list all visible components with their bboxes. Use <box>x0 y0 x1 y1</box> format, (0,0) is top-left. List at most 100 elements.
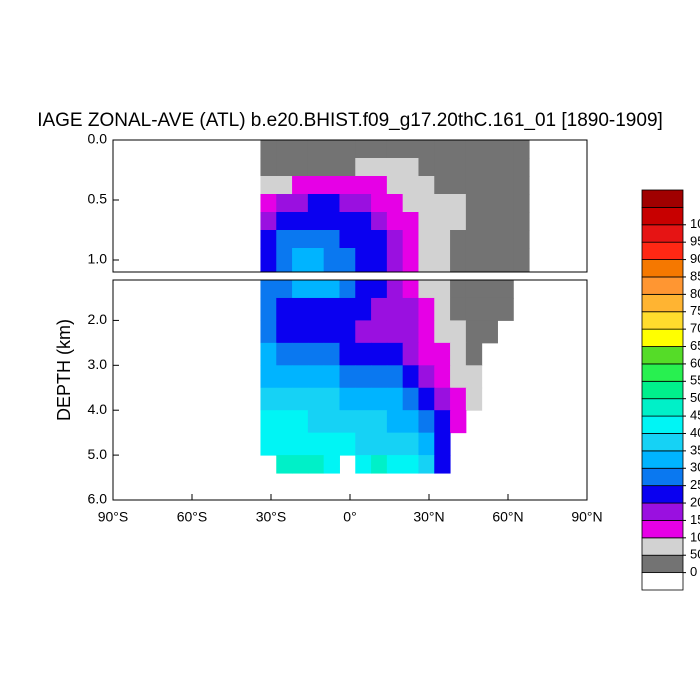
contour-cell <box>450 230 467 249</box>
contour-cell <box>402 158 419 177</box>
contour-cell <box>450 140 467 159</box>
contour-cell <box>371 230 388 249</box>
contour-cell <box>292 320 309 344</box>
contour-cell <box>323 212 340 231</box>
contour-cell <box>355 455 372 474</box>
y-tick-label: 2.0 <box>88 311 108 327</box>
colorbar-box <box>641 467 684 487</box>
contour-cell <box>260 280 277 299</box>
contour-cell <box>434 410 451 434</box>
contour-cell <box>481 297 498 321</box>
contour-cell <box>323 176 340 195</box>
contour-cell <box>339 432 356 456</box>
contour-cell <box>339 342 356 366</box>
contour-cell <box>450 387 467 411</box>
colorbar-box <box>641 276 684 295</box>
contour-cell <box>481 158 498 177</box>
contour-cell <box>292 455 309 474</box>
contour-cell <box>465 297 483 321</box>
contour-cell <box>371 297 388 321</box>
contour-cell <box>418 248 435 273</box>
contour-cell <box>276 140 293 159</box>
contour-cell <box>276 158 293 177</box>
contour-cell <box>371 212 388 231</box>
contour-cell <box>386 230 404 249</box>
contour-cell <box>260 365 277 389</box>
contour-cell <box>276 280 293 299</box>
colorbar-box <box>641 415 684 434</box>
x-tick-label: 0° <box>343 509 356 525</box>
contour-cell <box>513 158 530 177</box>
contour-cell <box>339 320 356 344</box>
contour-cell <box>402 280 419 299</box>
contour-cell <box>481 280 498 299</box>
contour-cell <box>339 176 356 195</box>
contour-cell <box>418 158 435 177</box>
contour-cell <box>450 342 467 366</box>
contour-cell <box>418 297 435 321</box>
contour-cell <box>307 248 325 273</box>
colorbar-box <box>641 485 684 504</box>
contour-cell <box>465 194 483 213</box>
colorbar-box <box>641 520 684 539</box>
contour-cell <box>276 212 293 231</box>
contour-cell <box>292 365 309 389</box>
y-tick-label: 4.0 <box>88 401 108 417</box>
contour-cell <box>260 230 277 249</box>
contour-cell <box>355 230 372 249</box>
contour-cell <box>339 230 356 249</box>
contour-cell <box>418 410 435 434</box>
contour-cell <box>260 432 277 456</box>
chart-title: IAGE ZONAL-AVE (ATL) b.e20.BHIST.f09_g17… <box>37 110 663 131</box>
contour-cell <box>323 387 340 411</box>
contour-cell <box>292 230 309 249</box>
contour-cell <box>481 212 498 231</box>
contour-cell <box>323 280 340 299</box>
y-tick-label: 3.0 <box>88 356 108 372</box>
contour-cell <box>323 320 340 344</box>
contour-cell <box>323 194 340 213</box>
colorbar-label: 0 <box>690 564 697 579</box>
contour-cell <box>339 248 356 273</box>
contour-cell <box>481 140 498 159</box>
contour-cell <box>307 176 325 195</box>
contour-cell <box>450 194 467 213</box>
contour-cell <box>355 387 372 411</box>
colorbar-box <box>641 502 684 521</box>
contour-cell <box>497 230 514 249</box>
contour-cell <box>355 365 372 389</box>
contour-cell <box>307 320 325 344</box>
contour-cell <box>260 297 277 321</box>
contour-cell <box>371 432 388 456</box>
contour-cell <box>513 194 530 213</box>
contour-cell <box>307 455 325 474</box>
contour-cell <box>418 280 435 299</box>
contour-cell <box>497 280 514 299</box>
contour-cell <box>307 140 325 159</box>
contour-cell <box>402 230 419 249</box>
contour-cell <box>434 176 451 195</box>
contour-cell <box>371 280 388 299</box>
contour-cell <box>292 158 309 177</box>
contour-cell <box>260 194 277 213</box>
x-tick-label: 30°N <box>413 509 444 525</box>
contour-cell <box>355 410 372 434</box>
contour-cell <box>513 230 530 249</box>
contour-cell <box>260 342 277 366</box>
contour-cell <box>434 432 451 456</box>
colorbar-label: 1000 <box>690 216 700 231</box>
contour-cell <box>418 365 435 389</box>
contour-cell <box>307 297 325 321</box>
colorbar-label: 750 <box>690 303 700 318</box>
contour-cell <box>276 342 293 366</box>
colorbar-box <box>641 346 684 365</box>
contour-cell <box>292 387 309 411</box>
contour-cell <box>418 194 435 213</box>
contour-cell <box>402 410 419 434</box>
contour-cell <box>465 230 483 249</box>
contour-cell <box>355 342 372 366</box>
contour-cell <box>481 176 498 195</box>
contour-cell <box>450 176 467 195</box>
contour-cell <box>371 248 388 273</box>
contour-cell <box>355 432 372 456</box>
